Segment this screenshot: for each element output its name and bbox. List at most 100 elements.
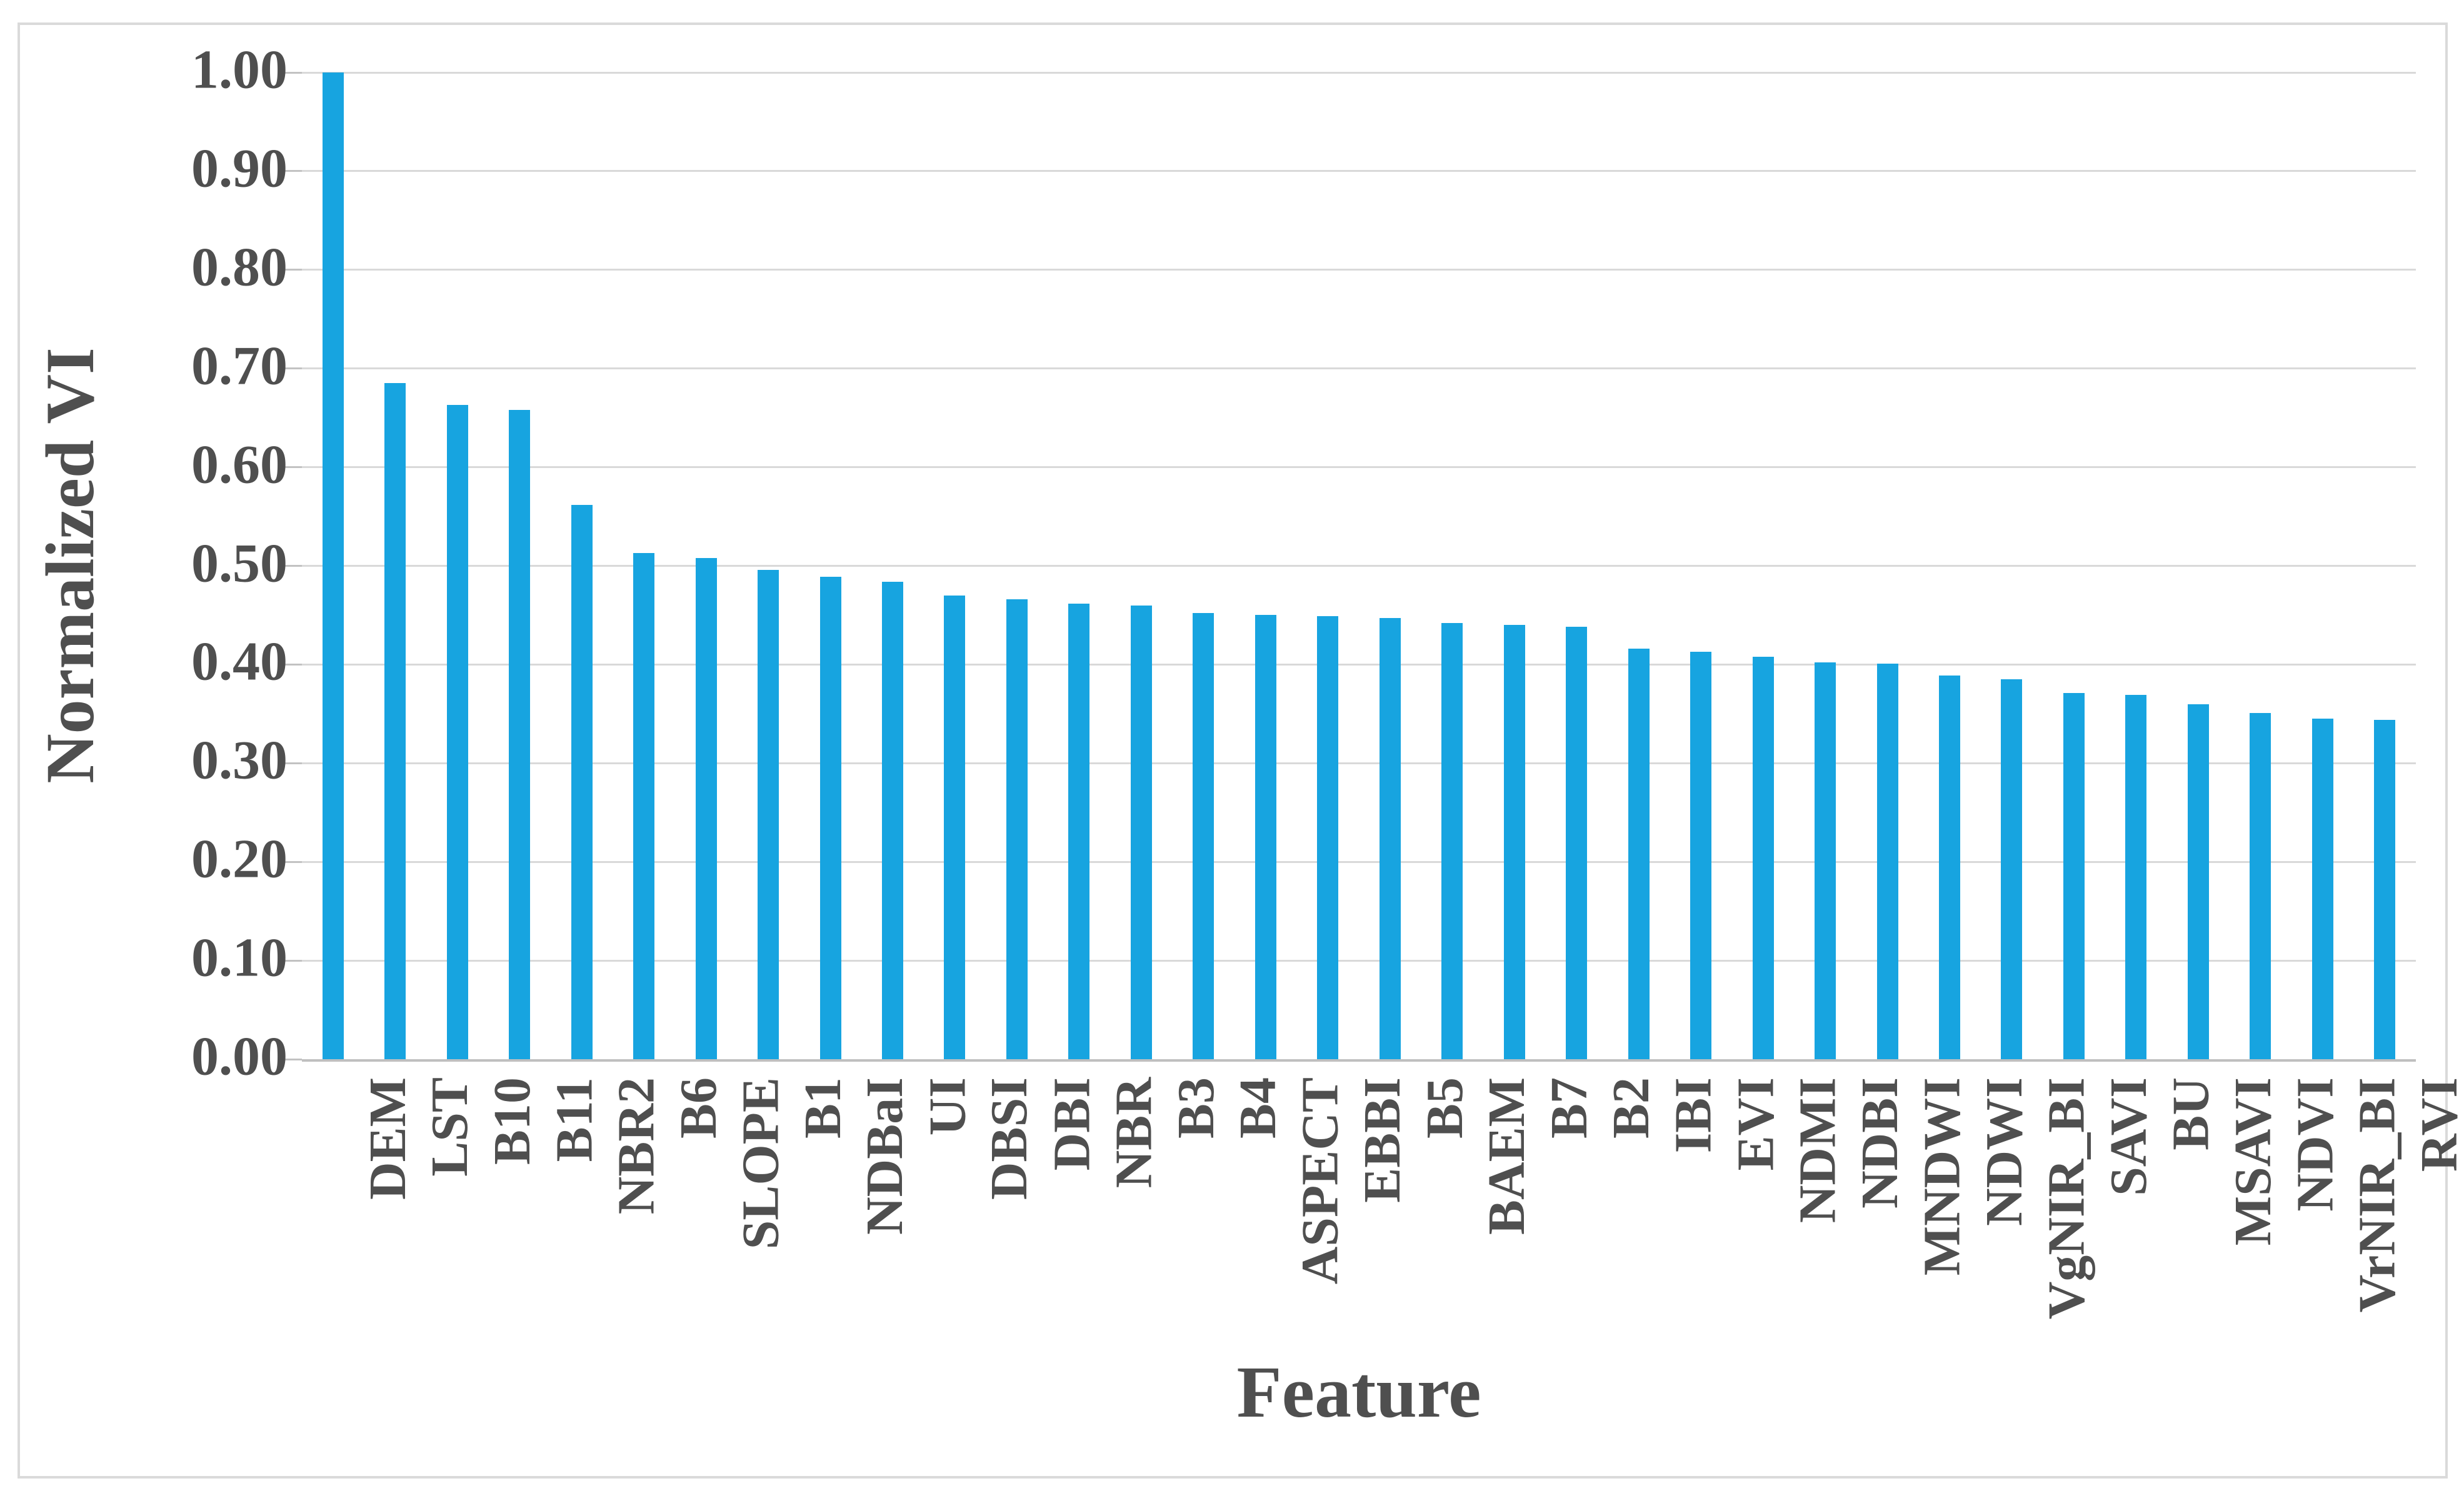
bar-MSAVI — [2187, 704, 2209, 1059]
y-tick-label: 0.50 — [191, 532, 288, 594]
x-tick-label-VrNIR_BI: VrNIR_BI — [2348, 1077, 2406, 1313]
bar-B10 — [446, 405, 468, 1059]
y-tick-label: 0.30 — [191, 730, 288, 791]
y-tick-label: 0.00 — [191, 1026, 288, 1087]
x-tick-label-MSAVI: MSAVI — [2223, 1077, 2282, 1246]
bar-RVI — [2374, 719, 2396, 1059]
bar-MNDWI — [1876, 663, 1898, 1059]
bar-VrNIR_BI — [2311, 719, 2333, 1059]
bar-DBI — [1006, 599, 1028, 1059]
bar-BU — [2125, 695, 2147, 1059]
x-tick-label-EVI: EVI — [1726, 1077, 1785, 1171]
x-axis-line — [302, 1059, 2416, 1062]
bar-SAVI — [2063, 693, 2085, 1059]
bar-B7 — [1503, 625, 1525, 1059]
x-tick-label-DBSI: DBSI — [980, 1077, 1039, 1200]
x-tick-label-DEM: DEM — [358, 1077, 417, 1200]
y-tick-label: 0.20 — [191, 829, 288, 890]
y-tick-mark — [284, 71, 302, 74]
bar-NDVI — [2250, 712, 2271, 1059]
y-tick-label: 0.10 — [191, 927, 288, 989]
x-tick-label-BU: BU — [2161, 1077, 2220, 1150]
x-tick-label-B4: B4 — [1229, 1077, 1288, 1139]
x-tick-label-B10: B10 — [483, 1077, 541, 1165]
x-tick-label-NDBaI: NDBaI — [856, 1077, 914, 1235]
bar-NDBaI — [819, 576, 841, 1059]
bar-UI — [881, 581, 903, 1059]
x-tick-label-NBR2: NBR2 — [607, 1077, 666, 1215]
gridline — [302, 269, 2416, 271]
bar-B11 — [509, 410, 531, 1059]
y-tick-label: 0.80 — [191, 237, 288, 298]
y-tick-mark — [284, 466, 302, 469]
x-tick-label-LST: LST — [421, 1077, 479, 1177]
x-tick-label-SAVI: SAVI — [2099, 1077, 2158, 1196]
gridline — [302, 762, 2416, 764]
bar-VgNIR_BI — [2001, 679, 2023, 1059]
gridline — [302, 860, 2416, 863]
x-tick-label-VgNIR_BI: VgNIR_BI — [2037, 1077, 2096, 1320]
bar-NDBI — [1815, 662, 1836, 1059]
bar-EVI — [1690, 651, 1712, 1059]
bar-SLOPE — [695, 557, 717, 1059]
y-tick-label: 0.40 — [191, 631, 288, 692]
x-tick-label-B6: B6 — [669, 1077, 728, 1139]
x-tick-label-NDVI: NDVI — [2286, 1077, 2345, 1212]
x-tick-label-B5: B5 — [1415, 1077, 1474, 1139]
x-tick-label-B1: B1 — [794, 1077, 853, 1139]
y-tick-label: 0.90 — [191, 138, 288, 199]
bar-LST — [384, 383, 406, 1059]
x-tick-label-NDMI: NDMI — [1788, 1077, 1847, 1224]
bar-DEM — [322, 72, 344, 1059]
x-tick-label-NBR: NBR — [1104, 1077, 1163, 1189]
x-axis-title: Feature — [1236, 1351, 1481, 1433]
x-tick-label-MNDWI: MNDWI — [1913, 1077, 1971, 1276]
bar-NDWI — [1938, 675, 1960, 1059]
y-tick-mark — [284, 1058, 302, 1060]
x-tick-label-B7: B7 — [1540, 1077, 1598, 1139]
y-tick-mark — [284, 663, 302, 666]
x-tick-label-DBI: DBI — [1042, 1077, 1101, 1171]
x-tick-label-UI: UI — [918, 1077, 976, 1136]
x-tick-label-IBI: IBI — [1664, 1077, 1723, 1154]
y-axis-title: Normalized VI — [32, 347, 108, 784]
y-tick-label: 0.60 — [191, 434, 288, 496]
bar-B5 — [1379, 618, 1401, 1059]
x-tick-label-NDWI: NDWI — [1975, 1077, 2033, 1227]
bar-B6 — [633, 552, 655, 1059]
gridline — [302, 959, 2416, 962]
gridline — [302, 367, 2416, 370]
gridline — [302, 663, 2416, 666]
bar-BAEM — [1441, 623, 1463, 1059]
x-tick-label-SLOPE: SLOPE — [731, 1077, 790, 1250]
x-tick-label-NDBI: NDBI — [1851, 1077, 1910, 1209]
chart-area-border — [18, 22, 2448, 1479]
x-tick-label-ASPECT: ASPECT — [1291, 1077, 1350, 1285]
y-tick-mark — [284, 959, 302, 962]
bar-ASPECT — [1255, 615, 1276, 1059]
x-tick-label-RVI: RVI — [2410, 1077, 2464, 1172]
y-tick-mark — [284, 762, 302, 764]
bar-NBR2 — [571, 504, 593, 1059]
x-tick-label-EBBI: EBBI — [1353, 1077, 1412, 1203]
bar-NBR — [1068, 603, 1090, 1059]
y-tick-mark — [284, 170, 302, 172]
y-tick-label: 0.70 — [191, 336, 288, 397]
bar-B3 — [1130, 605, 1152, 1059]
x-tick-label-B3: B3 — [1166, 1077, 1225, 1139]
bar-NDMI — [1752, 656, 1774, 1059]
y-tick-mark — [284, 565, 302, 567]
bar-EBBI — [1317, 616, 1339, 1059]
bar-B2 — [1566, 627, 1588, 1059]
gridline — [302, 170, 2416, 172]
bar-IBI — [1628, 649, 1650, 1059]
gridline — [302, 71, 2416, 74]
x-tick-label-BAEM: BAEM — [1478, 1077, 1536, 1235]
y-tick-label: 1.00 — [191, 39, 288, 101]
y-tick-mark — [284, 367, 302, 370]
gridline — [302, 466, 2416, 469]
bar-B4 — [1193, 613, 1214, 1059]
x-tick-label-B11: B11 — [545, 1077, 604, 1162]
x-tick-label-B2: B2 — [1602, 1077, 1661, 1139]
